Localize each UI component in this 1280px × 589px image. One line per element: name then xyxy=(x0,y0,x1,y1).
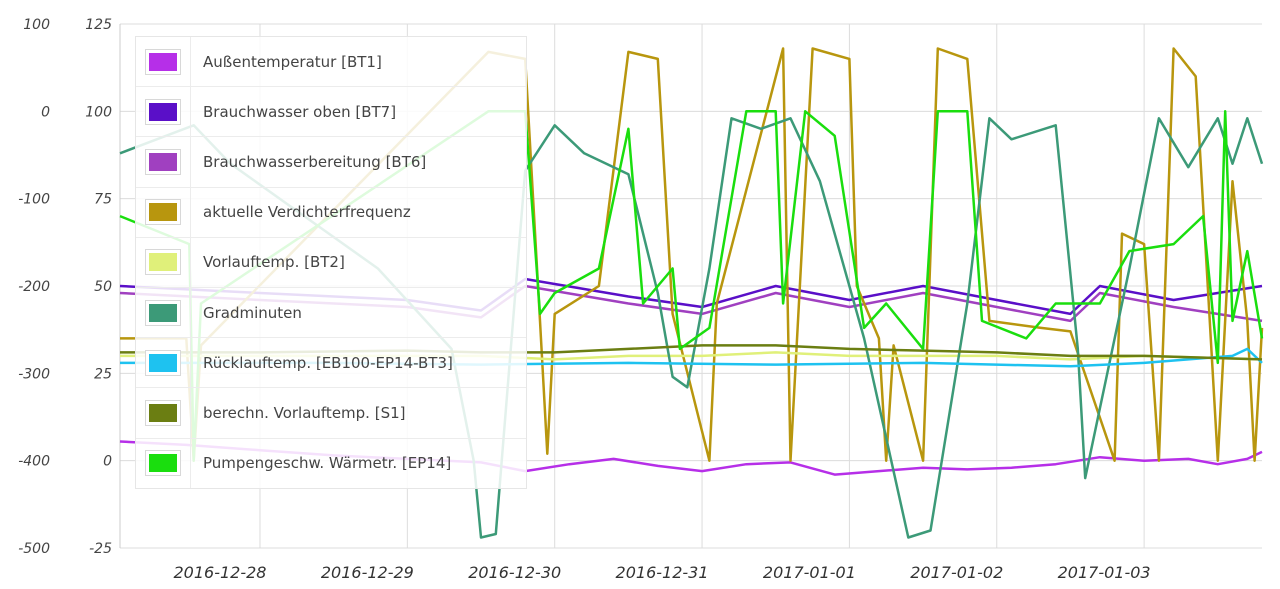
legend-swatch-cell xyxy=(136,287,191,338)
legend-label: aktuelle Verdichterfrequenz xyxy=(203,203,411,222)
left-tick-label: -100 xyxy=(18,192,50,208)
legend-item[interactable]: Brauchwasser oben [BT7] xyxy=(136,87,526,138)
left-tick-label: -300 xyxy=(18,366,50,382)
x-tick-label: 2017-01-01 xyxy=(763,563,856,582)
legend-swatch xyxy=(146,99,180,124)
legend-item[interactable]: Außentemperatur [BT1] xyxy=(136,37,526,88)
right-tick-label: 50 xyxy=(94,279,112,295)
x-tick-label: 2016-12-29 xyxy=(321,563,414,582)
legend-swatch-cell xyxy=(136,388,191,438)
legend-swatch-cell xyxy=(136,237,191,287)
series-line-8 xyxy=(119,110,1264,462)
x-tick-label: 2016-12-31 xyxy=(616,563,709,582)
legend-label: Gradminuten xyxy=(203,303,302,322)
x-tick-label: 2016-12-30 xyxy=(468,563,561,582)
series-line-3 xyxy=(120,47,1264,462)
left-tick-label: -500 xyxy=(18,541,50,557)
legend-swatch-cell xyxy=(136,187,191,237)
legend-swatch xyxy=(146,200,180,225)
legend-label: Außentemperatur [BT1] xyxy=(203,52,382,71)
legend-swatch xyxy=(146,451,180,476)
legend-label: Pumpengeschw. Wärmetr. [EP14] xyxy=(203,454,452,473)
legend-swatch xyxy=(146,149,180,174)
legend-swatch xyxy=(146,49,180,74)
right-tick-label: 25 xyxy=(94,366,112,382)
legend-swatch-cell xyxy=(136,137,191,187)
x-tick-label: 2016-12-28 xyxy=(173,563,266,582)
legend-swatch xyxy=(146,350,180,375)
legend-label: Rücklauftemp. [EB100-EP14-BT3] xyxy=(203,353,453,372)
legend-item[interactable]: aktuelle Verdichterfrequenz xyxy=(136,187,526,238)
legend-swatch-cell xyxy=(136,338,191,388)
x-tick-label: 2017-01-02 xyxy=(910,563,1003,582)
legend-item[interactable]: Gradminuten xyxy=(136,287,526,339)
legend-swatch xyxy=(146,250,180,275)
legend-swatch xyxy=(146,300,180,325)
legend-item[interactable]: Pumpengeschw. Wärmetr. [EP14] xyxy=(136,438,526,488)
legend-item[interactable]: Brauchwasserbereitung [BT6] xyxy=(136,137,526,188)
left-axis: 100 0 -100 -200 -300 -400 -500 xyxy=(18,17,50,557)
right-tick-label: 125 xyxy=(85,17,112,33)
legend-label: berechn. Vorlauftemp. [S1] xyxy=(203,403,406,422)
legend-item[interactable]: Vorlauftemp. [BT2] xyxy=(136,237,526,288)
left-tick-label: 100 xyxy=(23,17,50,33)
legend-swatch xyxy=(146,400,180,425)
legend-label: Vorlauftemp. [BT2] xyxy=(203,253,345,272)
legend-swatch-cell xyxy=(136,438,191,488)
right-tick-label: 0 xyxy=(103,454,112,470)
legend-swatch-cell xyxy=(136,37,191,87)
right-axis: 125 100 75 50 25 0 -25 xyxy=(85,17,112,557)
right-tick-label: -25 xyxy=(89,541,112,557)
left-tick-label: -200 xyxy=(18,279,50,295)
legend-label: Brauchwasser oben [BT7] xyxy=(203,102,397,121)
x-axis: 2016-12-28 2016-12-29 2016-12-30 2016-12-31… xyxy=(173,563,1150,582)
left-tick-label: 0 xyxy=(41,104,50,120)
right-tick-label: 75 xyxy=(94,192,112,208)
right-tick-label: 100 xyxy=(85,104,112,120)
legend-item[interactable]: berechn. Vorlauftemp. [S1] xyxy=(136,388,526,439)
legend-swatch-cell xyxy=(136,87,191,137)
legend-item[interactable]: Rücklauftemp. [EB100-EP14-BT3] xyxy=(136,338,526,389)
left-tick-label: -400 xyxy=(18,454,50,470)
x-tick-label: 2017-01-03 xyxy=(1058,563,1151,582)
legend-label: Brauchwasserbereitung [BT6] xyxy=(203,152,427,171)
legend: Außentemperatur [BT1] Brauchwasser oben [… xyxy=(135,36,527,489)
